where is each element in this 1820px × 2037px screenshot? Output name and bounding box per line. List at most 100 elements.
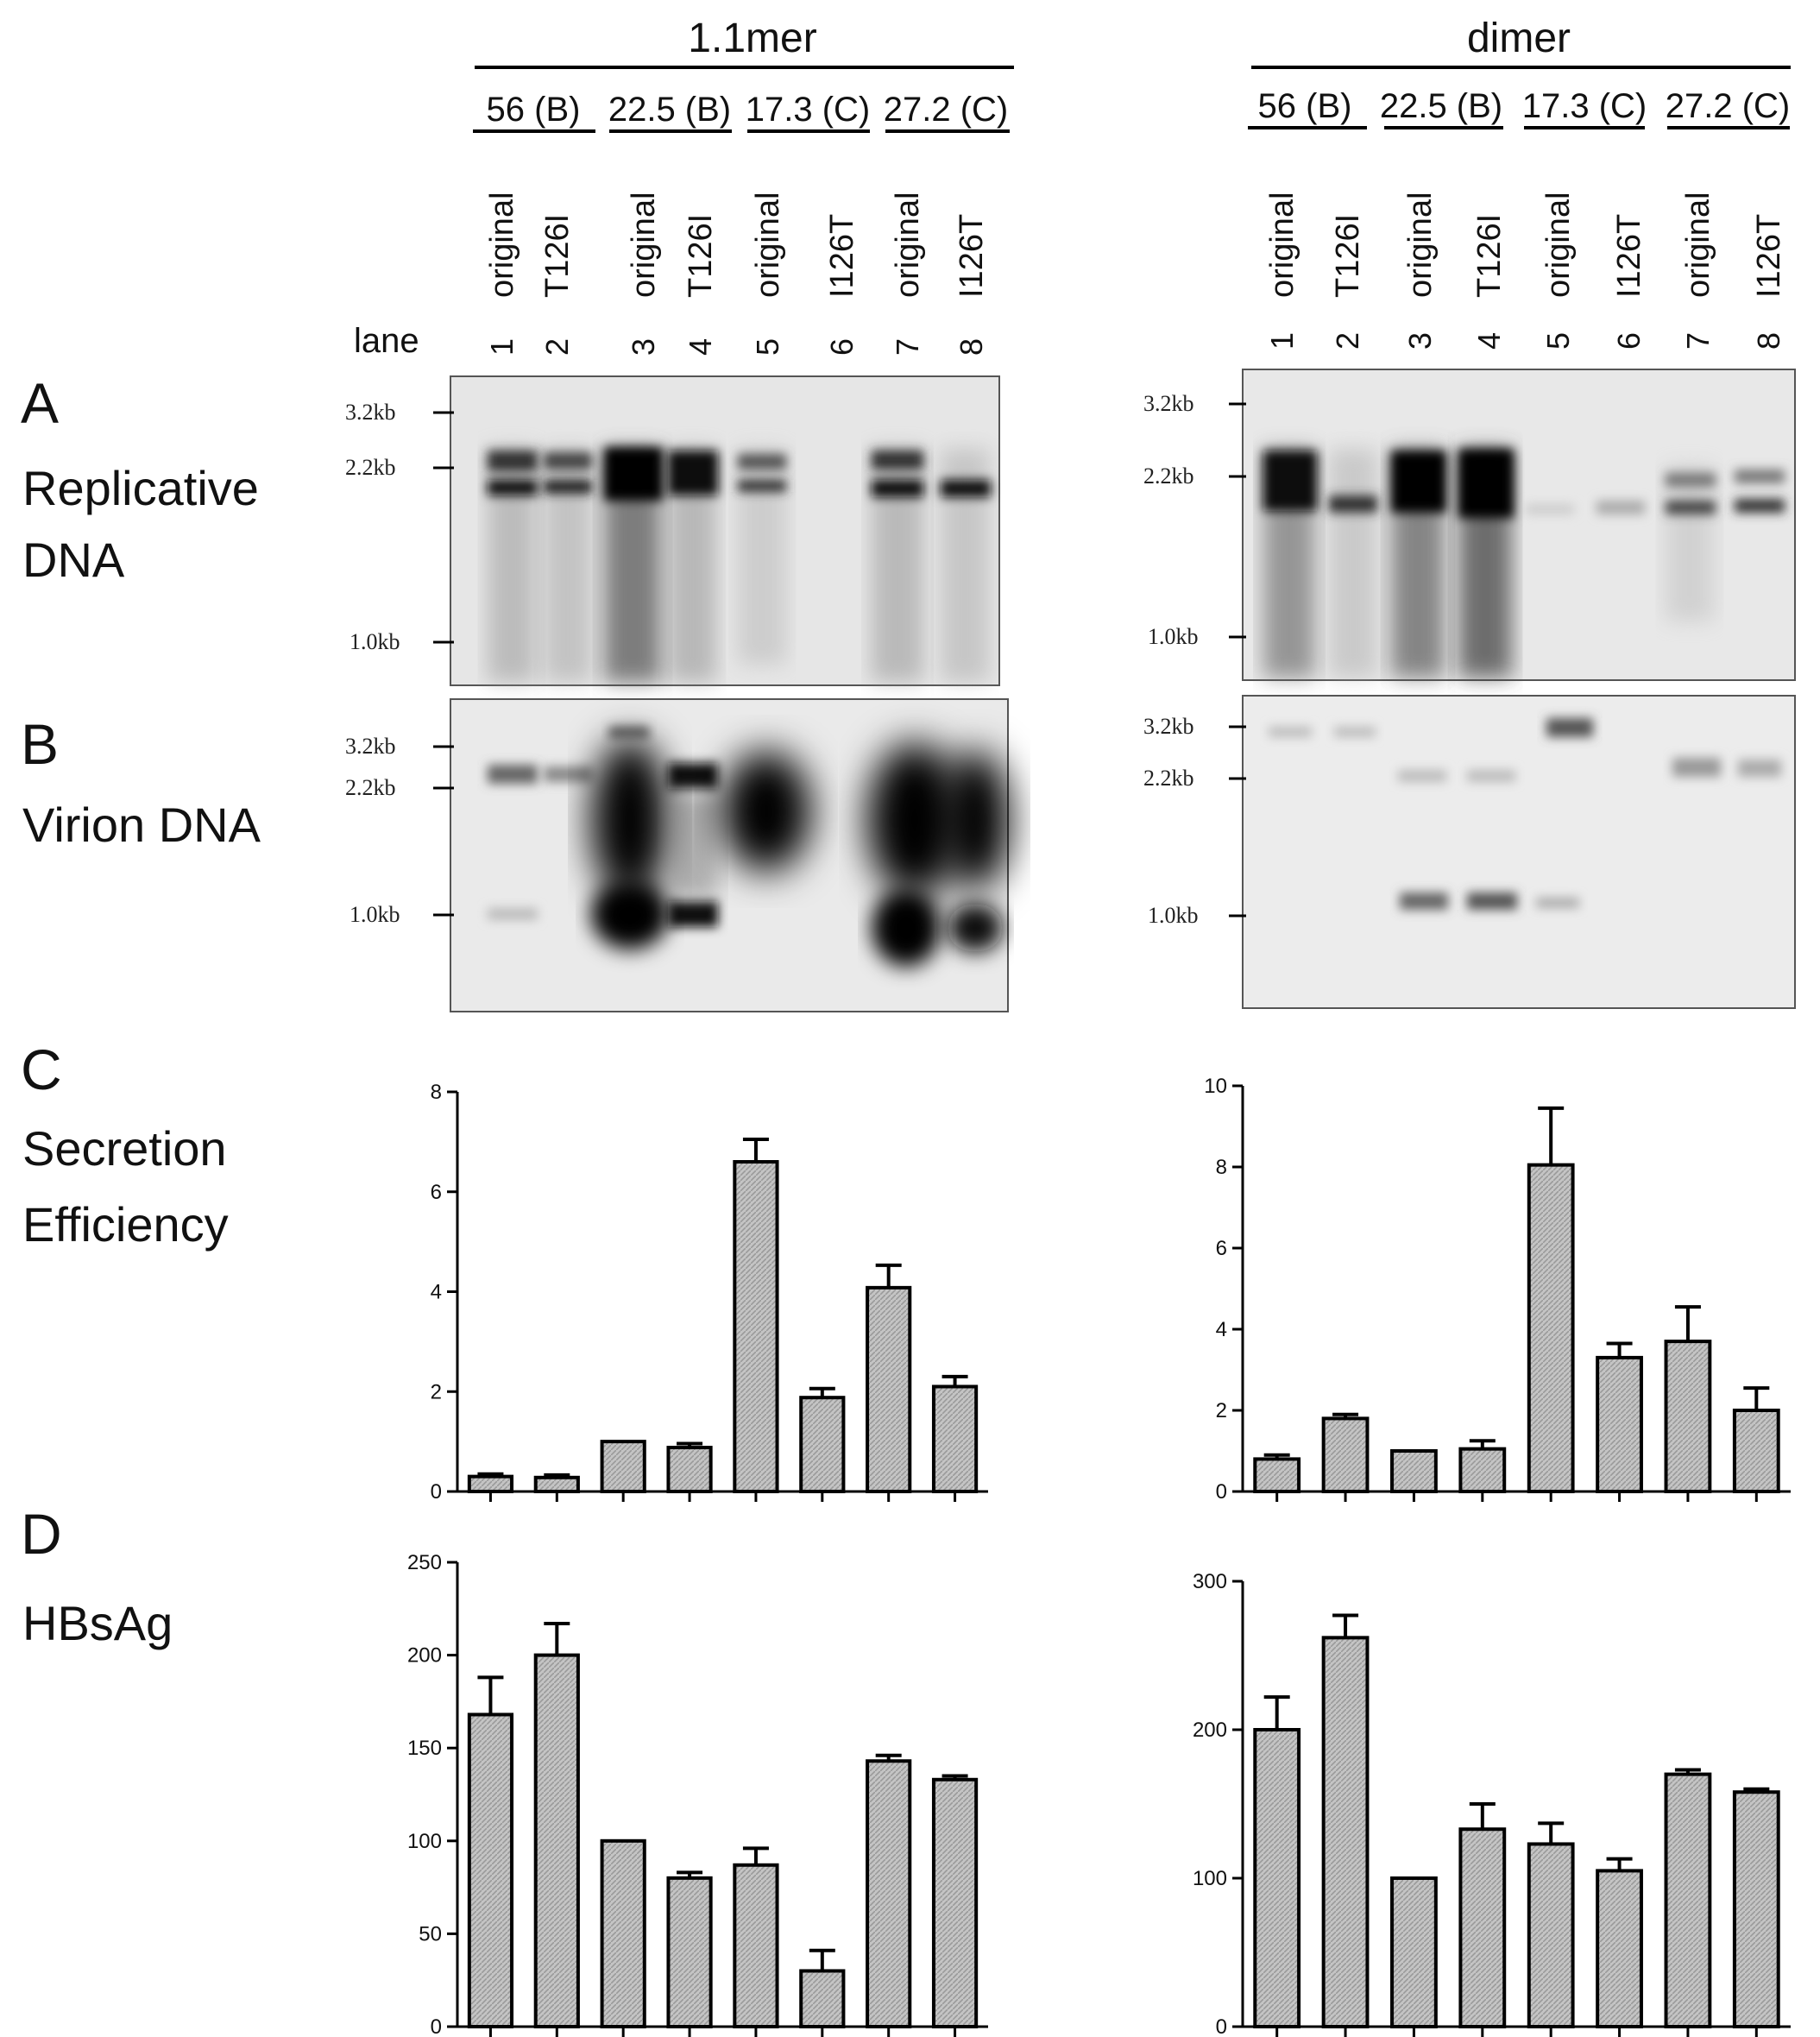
bar [1321,1416,1370,1494]
variant-label: original [1402,192,1439,298]
size-marker-label: 1.0kb [1148,903,1199,928]
strain-label: 56 (B) [487,91,581,129]
y-tick-label: 0 [1216,1480,1227,1504]
band [1458,449,1514,518]
bar [467,1474,514,1493]
panel-b-letter: B [21,712,59,776]
bar [799,1969,846,2028]
size-marker-label: 3.2kb [1143,391,1194,416]
band [1467,892,1517,910]
band [591,738,669,902]
variant-label: original [890,192,926,298]
group-header-dimer: dimer 56 (B) 22.5 (B) 17.3 (C) 27.2 (C) … [1248,16,1791,350]
band [1329,495,1377,513]
chart-secretion-1.1mer: 0 2 4 6 8 [431,1081,988,1504]
y-tick-label: 6 [431,1181,442,1204]
bar [1253,1728,1301,2028]
bar [1596,1355,1643,1494]
variant-label: I126T [1611,214,1647,298]
bar [1390,1876,1438,2028]
strain-label: 27.2 (C) [884,91,1009,129]
band [872,889,941,967]
strain-label: 27.2 (C) [1666,87,1791,125]
band [1536,898,1579,908]
band [1596,501,1645,514]
variant-label: original [1264,192,1300,298]
band [668,763,718,789]
variant-label: T126I [1471,214,1508,298]
lane-number: 7 [1680,332,1716,350]
bar [1390,1449,1438,1493]
panel-c-label-line2: Efficiency [22,1197,229,1252]
panel-d-letter: D [21,1502,62,1566]
panel-c-label-line1: Secretion [22,1121,227,1176]
band [738,454,786,470]
bar [931,1384,979,1494]
y-tick-label: 300 [1193,1570,1227,1593]
band [1666,501,1716,514]
y-tick-label: 200 [1193,1719,1227,1742]
size-marker-label: 1.0kb [350,902,400,927]
y-tick-label: 0 [1216,2015,1227,2037]
band [738,480,786,492]
lane-number: 5 [1540,332,1576,350]
panel-a-label-line1: Replicative [22,461,259,515]
chart-hbsag-1.1mer: 0 50 100 150 200 250 [407,1551,988,2037]
band [1398,770,1446,782]
lane-number: 3 [626,338,661,356]
band [1391,451,1446,513]
band [1666,473,1716,487]
variant-label: original [484,192,520,298]
variant-label: original [1680,192,1716,298]
panel-d-label-line1: HBsAg [22,1596,173,1650]
y-tick-label: 8 [1216,1156,1227,1179]
size-marker-label: 2.2kb [345,455,396,480]
size-marker-label: 1.0kb [1148,624,1199,649]
y-tick-label: 2 [431,1380,442,1403]
variant-label: T126I [539,214,576,298]
y-tick-label: 100 [1193,1867,1227,1890]
bar [666,1876,713,2029]
band [1263,451,1317,511]
band [591,880,669,949]
group-header-1.1mer: 1.1mer 56 (B) 22.5 (B) 17.3 (C) 27.2 (C)… [473,16,1014,356]
group-title: dimer [1467,16,1571,61]
bar [1732,1409,1780,1493]
lane-number: 6 [1611,332,1647,350]
size-marker-label: 2.2kb [1143,766,1194,791]
lane-number: 4 [1471,332,1507,350]
lane-number: 1 [484,338,520,356]
chart-hbsag-dimer: 0 100 200 300 [1193,1570,1791,2037]
size-marker-label: 3.2kb [1143,714,1194,739]
bar [467,1712,514,2028]
size-marker-label: 2.2kb [345,775,396,800]
blot-b-dimer: 3.2kb 2.2kb 1.0kb [1143,695,1796,1009]
y-tick-label: 8 [431,1081,442,1104]
bar [1458,1447,1507,1494]
variant-label: original [750,192,786,298]
band [872,480,923,497]
bar [533,1475,580,1494]
strain-label: 22.5 (B) [608,91,731,129]
strain-label: 22.5 (B) [1380,87,1502,125]
y-tick-label: 0 [431,2015,442,2037]
variant-label: T126I [1330,214,1366,298]
bar [1253,1457,1301,1494]
chart-secretion-dimer: 0 2 4 6 8 10 [1204,1075,1791,1504]
band [1334,727,1376,737]
band [867,742,962,898]
band [872,451,923,470]
band [488,451,538,471]
y-tick-label: 150 [407,1737,442,1760]
band [1546,718,1593,737]
bar [866,1759,912,2029]
variant-label: I126T [824,214,860,298]
bar [666,1446,713,1493]
band [721,751,811,872]
smear [668,794,718,898]
gel-background [1242,695,1796,1009]
band [1672,758,1721,777]
lane-number: 8 [1751,332,1786,350]
bar [1458,1827,1507,2028]
